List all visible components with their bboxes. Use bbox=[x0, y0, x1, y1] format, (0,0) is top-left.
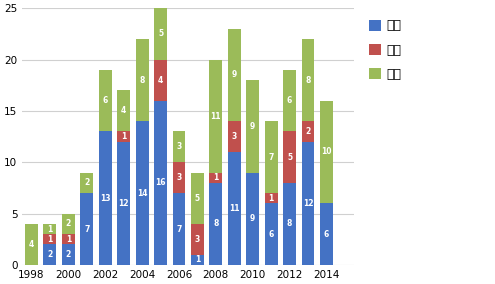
Bar bbox=[228, 121, 241, 152]
Text: 8: 8 bbox=[287, 219, 292, 228]
Text: 3: 3 bbox=[195, 235, 200, 244]
Text: 2: 2 bbox=[66, 250, 71, 259]
Text: 14: 14 bbox=[137, 189, 148, 198]
Text: 16: 16 bbox=[155, 178, 166, 187]
Bar bbox=[320, 203, 333, 265]
Bar bbox=[173, 162, 186, 193]
Bar bbox=[62, 245, 75, 265]
Bar bbox=[265, 193, 278, 203]
Text: 13: 13 bbox=[100, 194, 110, 203]
Bar bbox=[265, 203, 278, 265]
Bar bbox=[191, 172, 204, 224]
Text: 1: 1 bbox=[48, 225, 52, 233]
Bar bbox=[246, 172, 259, 265]
Bar bbox=[154, 101, 167, 265]
Bar bbox=[301, 121, 314, 142]
Text: 1: 1 bbox=[195, 255, 200, 264]
Text: 6: 6 bbox=[268, 230, 274, 239]
Legend: 成人, 脳死, 小児: 成人, 脳死, 小児 bbox=[364, 14, 406, 86]
Bar bbox=[173, 193, 186, 265]
Text: 7: 7 bbox=[176, 225, 182, 233]
Bar bbox=[301, 39, 314, 121]
Text: 6: 6 bbox=[287, 96, 292, 105]
Text: 1: 1 bbox=[213, 173, 218, 182]
Bar bbox=[173, 131, 186, 162]
Bar bbox=[283, 183, 296, 265]
Text: 8: 8 bbox=[140, 76, 145, 85]
Text: 9: 9 bbox=[250, 122, 255, 131]
Bar bbox=[209, 183, 222, 265]
Bar bbox=[80, 193, 93, 265]
Bar bbox=[62, 214, 75, 234]
Text: 8: 8 bbox=[213, 219, 218, 228]
Text: 9: 9 bbox=[232, 70, 237, 80]
Text: 1: 1 bbox=[121, 132, 126, 141]
Bar bbox=[136, 121, 148, 265]
Bar bbox=[154, 60, 167, 101]
Bar bbox=[44, 234, 56, 245]
Text: 4: 4 bbox=[29, 240, 34, 249]
Text: 1: 1 bbox=[268, 194, 274, 203]
Bar bbox=[209, 60, 222, 172]
Text: 2: 2 bbox=[305, 127, 311, 136]
Bar bbox=[62, 234, 75, 245]
Text: 7: 7 bbox=[268, 153, 274, 162]
Bar bbox=[117, 142, 130, 265]
Text: 5: 5 bbox=[158, 29, 163, 38]
Bar bbox=[228, 29, 241, 121]
Bar bbox=[191, 224, 204, 255]
Bar bbox=[246, 80, 259, 172]
Text: 3: 3 bbox=[176, 142, 182, 151]
Text: 5: 5 bbox=[195, 194, 200, 203]
Bar bbox=[117, 90, 130, 131]
Bar bbox=[154, 8, 167, 60]
Text: 10: 10 bbox=[321, 147, 332, 156]
Text: 2: 2 bbox=[48, 250, 52, 259]
Bar bbox=[136, 39, 148, 121]
Bar bbox=[265, 121, 278, 193]
Bar bbox=[99, 70, 112, 131]
Text: 7: 7 bbox=[84, 225, 90, 233]
Bar bbox=[283, 70, 296, 131]
Text: 3: 3 bbox=[176, 173, 182, 182]
Text: 1: 1 bbox=[48, 235, 52, 244]
Bar bbox=[25, 224, 38, 265]
Text: 2: 2 bbox=[84, 178, 90, 187]
Bar bbox=[44, 224, 56, 234]
Bar bbox=[117, 131, 130, 142]
Bar bbox=[99, 131, 112, 265]
Text: 11: 11 bbox=[229, 204, 240, 213]
Text: 5: 5 bbox=[287, 153, 292, 162]
Bar bbox=[209, 172, 222, 183]
Text: 12: 12 bbox=[303, 199, 313, 208]
Bar bbox=[80, 172, 93, 193]
Text: 2: 2 bbox=[66, 219, 71, 228]
Text: 6: 6 bbox=[102, 96, 108, 105]
Bar bbox=[191, 255, 204, 265]
Text: 3: 3 bbox=[232, 132, 237, 141]
Text: 8: 8 bbox=[305, 76, 311, 85]
Text: 4: 4 bbox=[121, 106, 126, 115]
Bar bbox=[228, 152, 241, 265]
Text: 9: 9 bbox=[250, 214, 255, 223]
Bar bbox=[283, 131, 296, 183]
Text: 11: 11 bbox=[210, 112, 221, 120]
Text: 4: 4 bbox=[158, 76, 163, 85]
Bar bbox=[301, 142, 314, 265]
Text: 1: 1 bbox=[66, 235, 71, 244]
Bar bbox=[44, 245, 56, 265]
Text: 6: 6 bbox=[324, 230, 329, 239]
Text: 12: 12 bbox=[118, 199, 129, 208]
Bar bbox=[320, 101, 333, 203]
